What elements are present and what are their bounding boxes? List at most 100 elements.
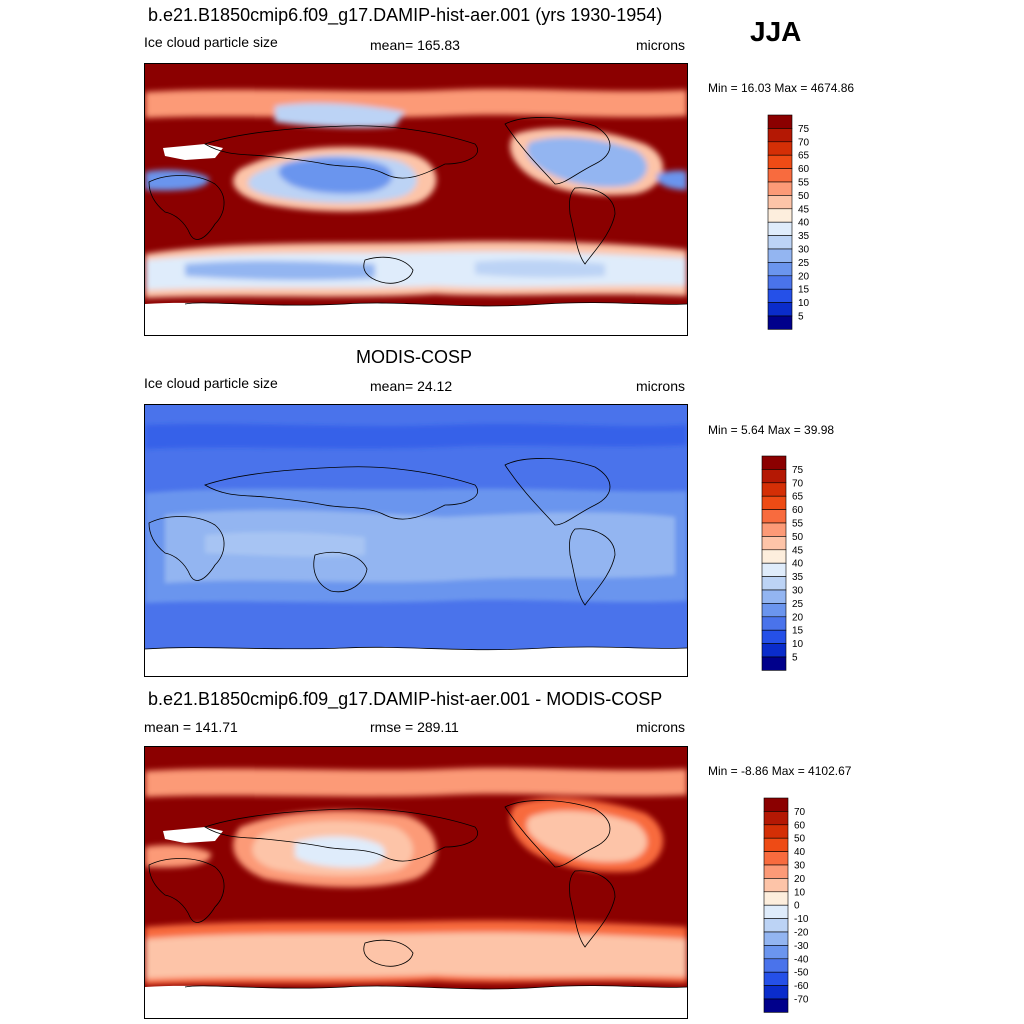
panel-3-colorbar-swatch <box>763 985 789 1000</box>
panel-2-colorbar-tick-label: 20 <box>792 612 804 623</box>
panel-1-variable-label: Ice cloud particle size <box>144 34 278 50</box>
panel-2-colorbar-swatch <box>761 616 787 631</box>
panel-3-colorbar-swatch <box>763 958 789 973</box>
panel-3-colorbar-swatch <box>763 971 789 986</box>
panel-1-colorbar-swatch <box>767 181 793 196</box>
panel-2-colorbar-swatch <box>761 629 787 644</box>
panel-2-map <box>144 404 688 677</box>
panel-2-colorbar-tick-label: 60 <box>792 505 804 516</box>
panel-3-colorbar-svg: 70 60 50 40 30 20 10 0 -10 -20 -30 -40 -50 -60 -70 <box>763 797 809 1013</box>
panel-1-colorbar-tick-label: 45 <box>798 204 810 215</box>
panel-3-colorbar-tick-label: -40 <box>794 954 809 965</box>
panel-2-colorbar-swatch <box>761 589 787 604</box>
panel-1-units-label: microns <box>636 37 686 53</box>
panel-3-colorbar-swatch <box>763 931 789 946</box>
panel-2-colorbar-swatch <box>761 562 787 577</box>
panel-2-colorbar: 75 70 65 60 55 50 45 40 35 30 25 20 15 10 5 <box>761 455 822 671</box>
panel-3-colorbar-tick-label: 10 <box>794 887 806 898</box>
panel-1-colorbar-tick-label: 55 <box>798 178 810 189</box>
panel-3-colorbar-tick-label: -70 <box>794 995 809 1006</box>
panel-3-colorbar-tick-label: -10 <box>794 914 809 925</box>
panel-3-colorbar-swatch <box>763 837 789 852</box>
panel-3-colorbar-swatch <box>763 811 789 826</box>
panel-1-colorbar-tick-label: 60 <box>798 164 810 175</box>
panel-2-colorbar-swatch <box>761 482 787 497</box>
panel-3-colorbar-tick-label: 20 <box>794 874 806 885</box>
panel-3-colorbar-tick-label: 70 <box>794 807 806 818</box>
panel-2-colorbar-tick-label: 75 <box>792 465 804 476</box>
panel-2-colorbar-swatch <box>761 522 787 537</box>
panel-2-colorbar-swatch <box>761 495 787 510</box>
panel-2-colorbar-tick-label: 5 <box>792 653 798 664</box>
panel-2-colorbar-tick-label: 10 <box>792 639 804 650</box>
panel-2-colorbar-tick-label: 15 <box>792 626 804 637</box>
panel-3-map <box>144 746 688 1019</box>
panel-1-colorbar-swatch <box>767 235 793 250</box>
panel-2-colorbar-swatch <box>761 549 787 564</box>
panel-1-colorbar-tick-label: 15 <box>798 285 810 296</box>
panel-2-colorbar-tick-label: 25 <box>792 599 804 610</box>
panel-3-colorbar-tick-label: 0 <box>794 901 800 912</box>
panel-2-colorbar-tick-label: 35 <box>792 572 804 583</box>
panel-2-colorbar-swatch <box>761 603 787 618</box>
panel-1-colorbar-tick-label: 20 <box>798 271 810 282</box>
panel-1-colorbar-swatch <box>767 248 793 263</box>
panel-2-minmax: Min = 5.64 Max = 39.98 <box>708 423 835 437</box>
season-label: JJA <box>750 16 802 47</box>
panel-1-colorbar-tick-label: 40 <box>798 218 810 229</box>
panel-2-colorbar-tick-label: 45 <box>792 545 804 556</box>
panel-3-colorbar-tick-label: 60 <box>794 820 806 831</box>
panel-3-colorbar-tick-label: 30 <box>794 861 806 872</box>
panel-2-colorbar-tick-label: 40 <box>792 559 804 570</box>
panel-1-colorbar-swatch <box>767 208 793 223</box>
panel-3-colorbar-swatch <box>763 824 789 839</box>
panel-3-title: b.e21.B1850cmip6.f09_g17.DAMIP-hist-aer.… <box>148 689 663 709</box>
panel-2-colorbar-tick-label: 70 <box>792 478 804 489</box>
panel-3-colorbar: 70 60 50 40 30 20 10 0 -10 -20 -30 -40 -50 -60 -70 <box>763 797 824 1013</box>
panel-2-colorbar-swatch <box>761 656 787 671</box>
panel-1-colorbar-svg: 75 70 65 60 55 50 45 40 35 30 25 20 15 10 5 <box>767 114 810 330</box>
panel-2-colorbar-tick-label: 30 <box>792 586 804 597</box>
panel-2-colorbar-swatch <box>761 469 787 484</box>
panel-1-colorbar-tick-label: 10 <box>798 298 810 309</box>
panel-1-colorbar-swatch <box>767 275 793 290</box>
panel-3-colorbar-swatch <box>763 904 789 919</box>
panel-3-colorbar-swatch <box>763 878 789 893</box>
panel-1-colorbar-swatch <box>767 195 793 210</box>
panel-2-colorbar-swatch <box>761 643 787 658</box>
panel-2-colorbar-svg: 75 70 65 60 55 50 45 40 35 30 25 20 15 10 5 <box>761 455 804 671</box>
panel-1-colorbar-swatch <box>767 128 793 143</box>
panel-2-colorbar-swatch <box>761 455 787 470</box>
panel-2-variable-label: Ice cloud particle size <box>144 375 278 391</box>
panel-1-colorbar: 75 70 65 60 55 50 45 40 35 30 25 20 15 10 5 <box>767 114 828 330</box>
panel-2-colorbar-swatch <box>761 576 787 591</box>
panel-2-colorbar-tick-label: 55 <box>792 519 804 530</box>
panel-1-colorbar-tick-label: 65 <box>798 151 810 162</box>
panel-3-colorbar-swatch <box>763 945 789 960</box>
panel-3-colorbar-swatch <box>763 918 789 933</box>
panel-1-minmax: Min = 16.03 Max = 4674.86 <box>708 81 855 95</box>
panel-3-colorbar-swatch <box>763 797 789 812</box>
panel-3-colorbar-swatch <box>763 851 789 866</box>
panel-2-colorbar-swatch <box>761 509 787 524</box>
panel-1-colorbar-tick-label: 5 <box>798 312 804 323</box>
panel-1-colorbar-swatch <box>767 262 793 277</box>
panel-1-title: b.e21.B1850cmip6.f09_g17.DAMIP-hist-aer.… <box>148 5 663 25</box>
panel-3-colorbar-tick-label: -20 <box>794 928 809 939</box>
panel-3-units-label: microns <box>636 719 686 735</box>
panel-3-colorbar-tick-label: -50 <box>794 968 809 979</box>
panel-2-mean-label: mean= 24.12 <box>370 378 453 394</box>
panel-2-colorbar-swatch <box>761 536 787 551</box>
panel-1-colorbar-tick-label: 70 <box>798 137 810 148</box>
panel-1-colorbar-swatch <box>767 114 793 129</box>
panel-1-colorbar-tick-label: 50 <box>798 191 810 202</box>
panel-2-title: MODIS-COSP <box>356 347 473 367</box>
panel-2-colorbar-tick-label: 65 <box>792 492 804 503</box>
panel-3-mean-label: mean = 141.71 <box>144 719 238 735</box>
panel-3-colorbar-tick-label: 50 <box>794 834 806 845</box>
panel-1-colorbar-tick-label: 30 <box>798 245 810 256</box>
panel-1-colorbar-swatch <box>767 288 793 303</box>
panel-1-colorbar-swatch <box>767 302 793 317</box>
panel-1-colorbar-swatch <box>767 221 793 236</box>
panel-1-map <box>144 63 688 336</box>
